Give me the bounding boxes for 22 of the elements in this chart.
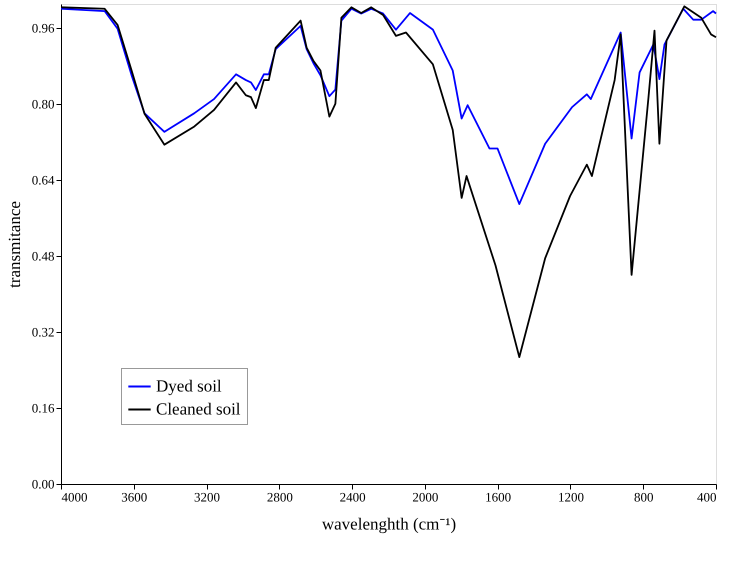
x-tick-label: 3600 (121, 490, 148, 504)
x-tick-label: 800 (634, 490, 654, 504)
legend-label: Dyed soil (156, 376, 222, 396)
x-tick-label: 1200 (558, 490, 584, 504)
x-tick-label: 4000 (62, 490, 88, 504)
y-tick-label: 0.32 (32, 324, 54, 340)
x-axis-title: wavelenghth (cm⁻¹) (322, 514, 456, 534)
y-tick-label: 0.64 (32, 172, 55, 188)
x-tick-label: 2800 (266, 490, 293, 504)
x-tick-label: 2400 (340, 490, 366, 504)
y-tick-label: 0.16 (32, 400, 55, 416)
y-axis-title: transmitance (4, 201, 24, 288)
x-tick-label: 400 (697, 490, 716, 504)
y-tick-label: 0.96 (32, 20, 55, 36)
y-tick-label: 0.00 (32, 476, 54, 492)
x-tick-label: 1600 (485, 490, 512, 504)
y-tick-label: 0.80 (32, 96, 54, 112)
x-tick-label: 2000 (412, 490, 438, 504)
x-tick-label: 3200 (194, 490, 220, 504)
legend-label: Cleaned soil (156, 400, 241, 418)
line-series (60, 8, 717, 205)
y-tick-label: 0.48 (32, 248, 54, 264)
